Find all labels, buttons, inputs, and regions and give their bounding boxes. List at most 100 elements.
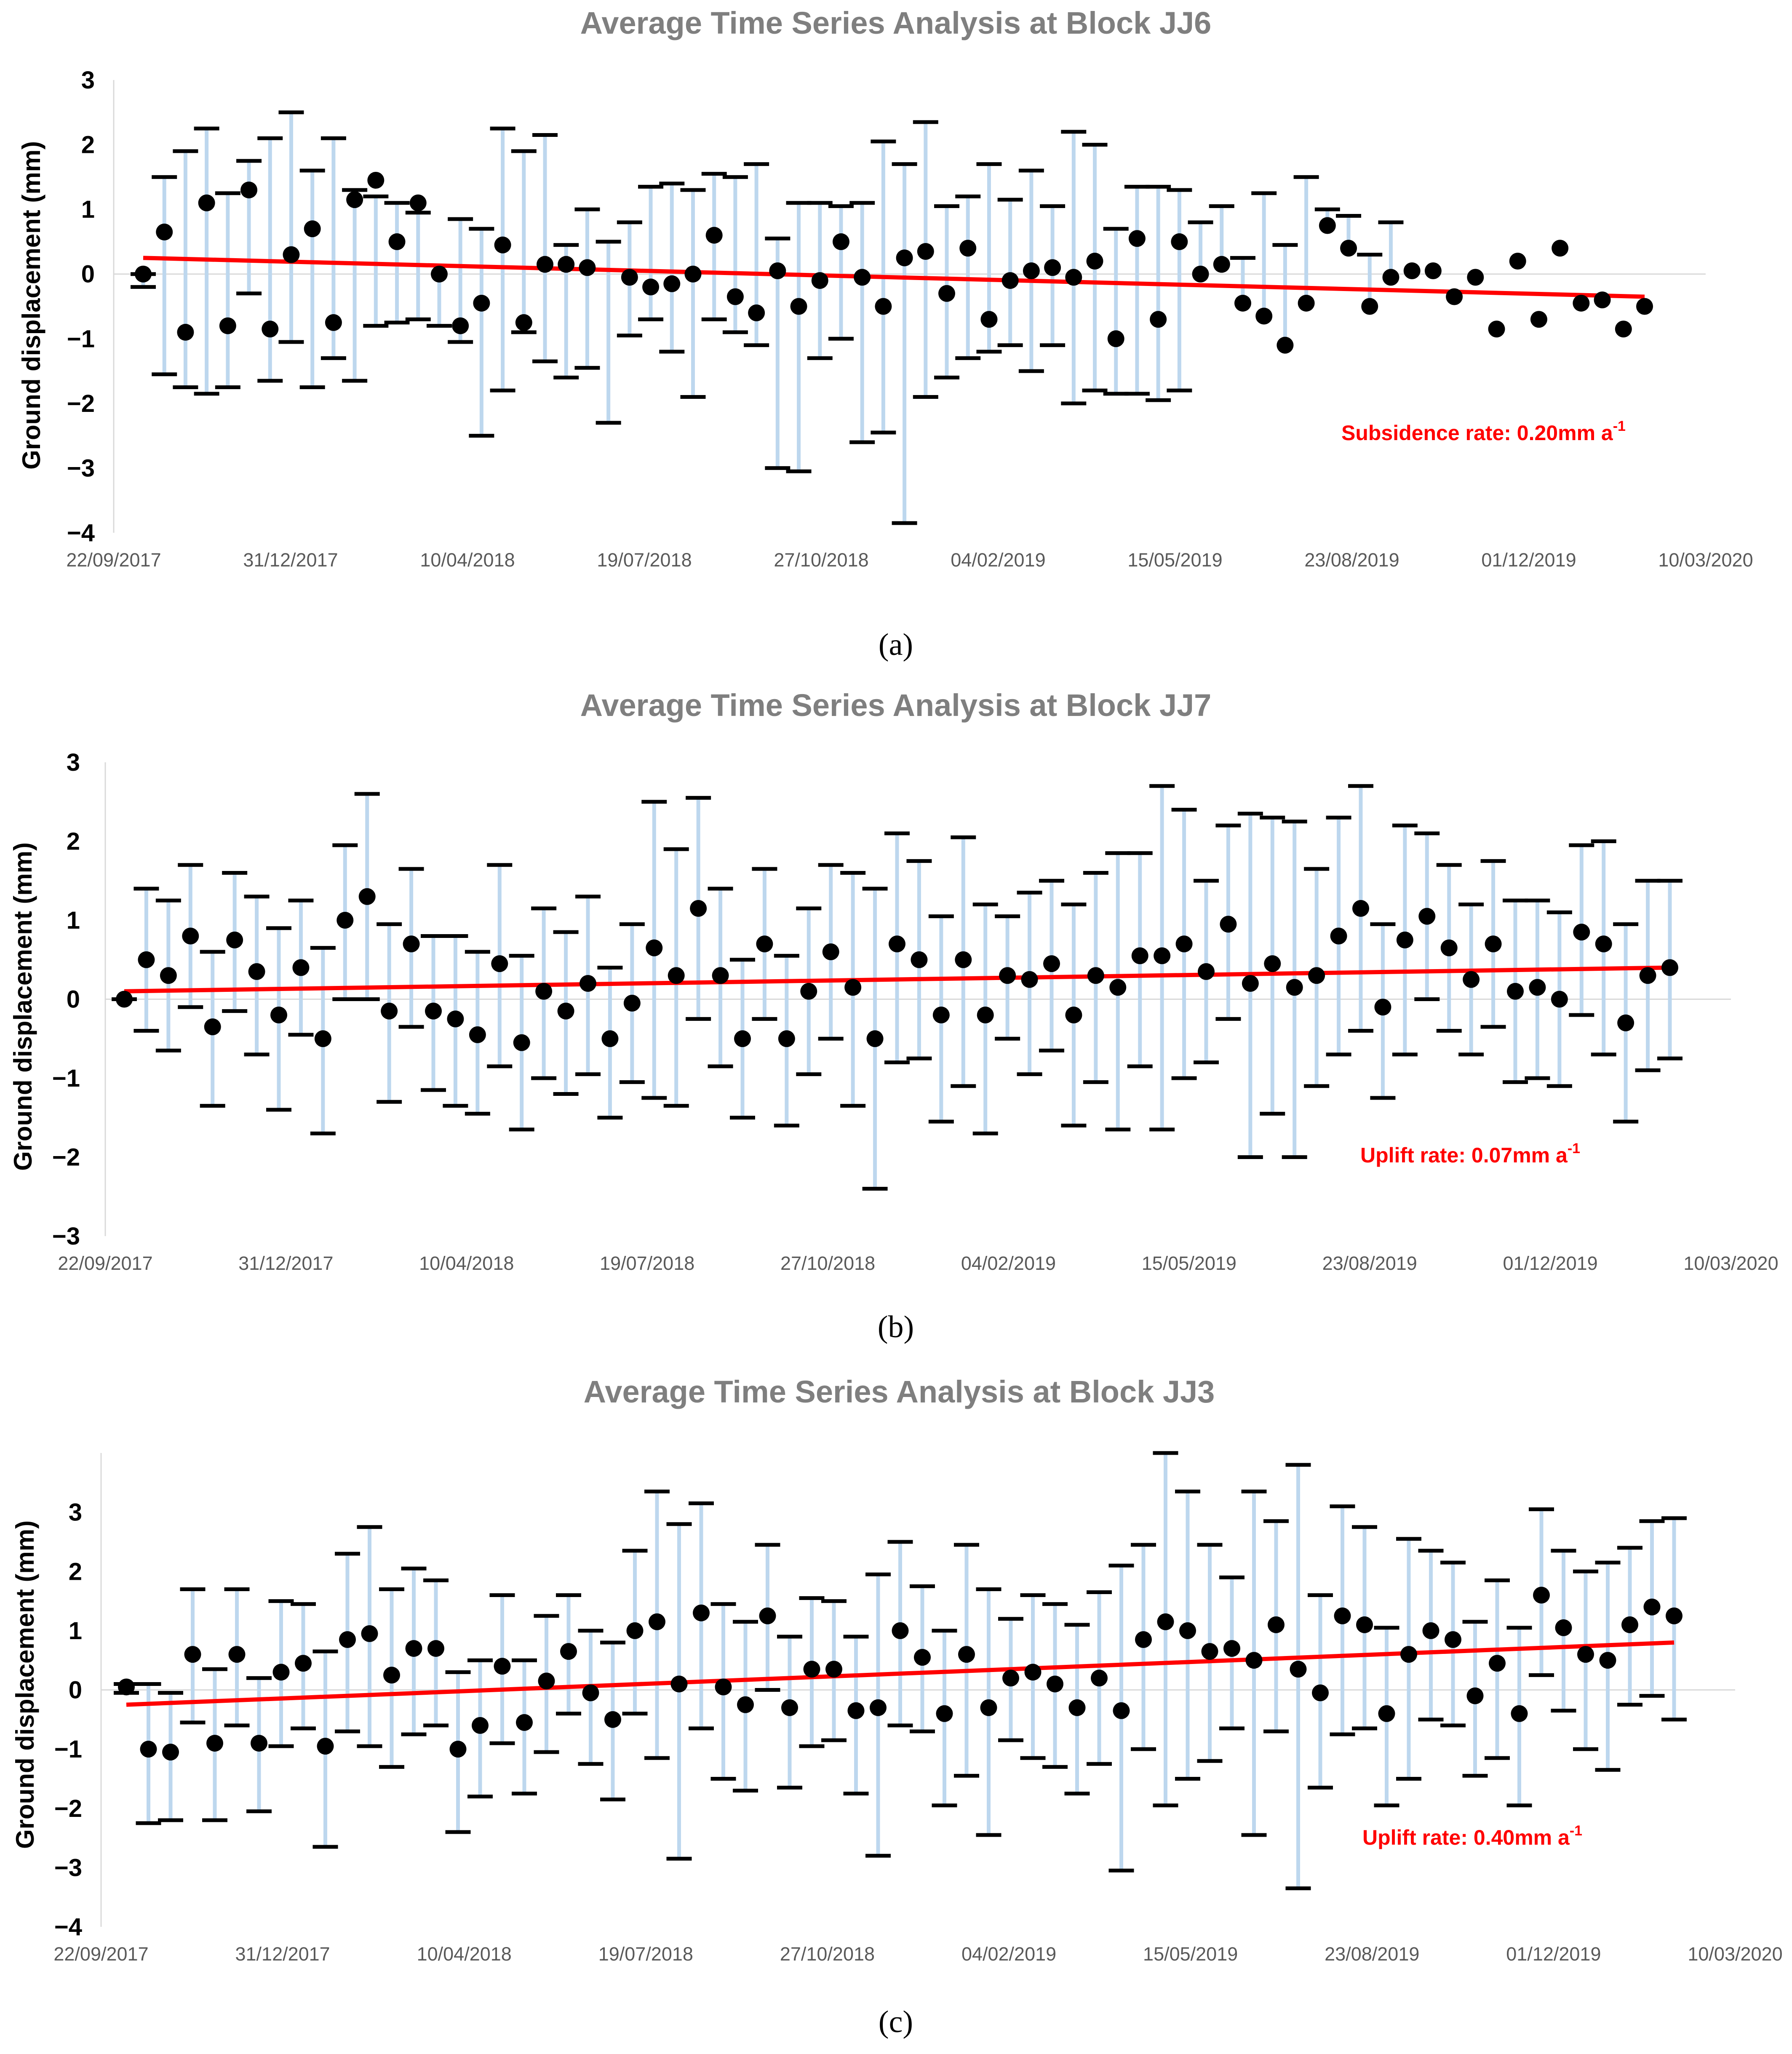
data-point	[1043, 955, 1060, 972]
data-point	[1636, 298, 1653, 315]
data-point	[1308, 967, 1325, 984]
data-point	[515, 314, 532, 331]
data-point	[1154, 947, 1171, 964]
data-point	[958, 1646, 975, 1663]
data-point	[560, 1643, 577, 1660]
data-point	[1023, 262, 1040, 280]
data-point	[889, 935, 905, 953]
data-point	[896, 249, 913, 267]
y-tick-label: 0	[67, 986, 80, 1013]
data-point	[684, 265, 702, 283]
data-point	[1466, 1687, 1484, 1704]
data-point	[182, 927, 199, 945]
data-point	[1068, 1699, 1086, 1716]
data-point	[272, 1664, 290, 1681]
y-tick-label: −4	[54, 1913, 82, 1941]
data-point	[1424, 262, 1442, 280]
data-point	[1087, 967, 1104, 984]
data-point	[409, 194, 427, 211]
x-tick-label: 19/07/2018	[600, 1253, 694, 1274]
data-point	[1234, 294, 1251, 312]
y-tick-label: 3	[69, 1499, 82, 1526]
data-point	[1242, 975, 1259, 992]
data-point	[383, 1667, 400, 1684]
data-point	[1086, 253, 1103, 270]
data-point	[228, 1646, 246, 1663]
data-point	[473, 294, 490, 312]
data-point	[325, 314, 342, 331]
data-point	[844, 979, 862, 996]
data-point	[712, 967, 729, 984]
x-tick-label: 15/05/2019	[1143, 1943, 1238, 1965]
data-point	[1171, 233, 1188, 250]
data-point	[1400, 1646, 1417, 1663]
data-point	[1463, 971, 1480, 988]
data-point	[936, 1705, 953, 1722]
data-point	[580, 975, 596, 992]
data-point	[579, 259, 596, 276]
data-point	[1268, 1616, 1285, 1633]
data-point	[317, 1738, 334, 1755]
data-point	[1255, 307, 1273, 325]
data-point	[427, 1640, 444, 1657]
data-point	[1223, 1640, 1240, 1657]
data-point	[1509, 253, 1526, 270]
data-point	[1396, 931, 1413, 948]
data-point	[822, 943, 839, 960]
data-point	[1334, 1607, 1351, 1624]
y-tick-label: 3	[67, 749, 80, 776]
data-point	[670, 1675, 688, 1693]
data-point	[663, 275, 681, 292]
data-point	[621, 269, 638, 286]
data-point	[854, 269, 871, 286]
data-point	[116, 991, 133, 1008]
y-tick-label: 3	[81, 67, 95, 94]
data-point	[430, 265, 448, 283]
data-point	[283, 246, 300, 263]
data-point	[737, 1696, 754, 1713]
x-tick-label: 22/09/2017	[58, 1253, 152, 1274]
data-point	[626, 1622, 644, 1639]
data-point	[1319, 217, 1336, 234]
data-point	[381, 1002, 398, 1020]
data-point	[649, 1613, 665, 1630]
data-point	[251, 1735, 267, 1752]
chart-panel-b: Average Time Series Analysis at Block JJ…	[0, 682, 1792, 1369]
data-point	[1446, 288, 1463, 305]
data-point	[1213, 256, 1230, 273]
data-point	[295, 1655, 312, 1672]
data-point	[769, 262, 786, 280]
data-point	[314, 1030, 331, 1047]
x-tick-label: 23/08/2019	[1325, 1943, 1419, 1965]
data-point	[337, 912, 354, 929]
trend-line	[143, 256, 1645, 299]
data-point	[270, 1007, 287, 1023]
data-point	[160, 967, 177, 984]
data-point	[1264, 955, 1281, 972]
y-tick-label: −3	[52, 1223, 80, 1250]
data-point	[1530, 311, 1547, 328]
data-point	[1352, 900, 1369, 917]
data-point	[388, 233, 406, 250]
data-point	[892, 1622, 909, 1639]
data-point	[1024, 1664, 1042, 1681]
x-tick-label: 22/09/2017	[53, 1943, 148, 1965]
data-point	[177, 323, 194, 341]
data-point	[917, 243, 934, 260]
data-point	[1201, 1643, 1218, 1660]
data-point	[140, 1741, 157, 1758]
chart-a-svg: Average Time Series Analysis at Block JJ…	[17, 5, 1753, 662]
data-point	[977, 1007, 994, 1023]
data-point	[1661, 959, 1678, 976]
data-point	[1312, 1684, 1329, 1701]
data-point	[1065, 269, 1082, 286]
data-point	[1555, 1619, 1572, 1636]
data-point	[646, 939, 663, 956]
data-point	[135, 265, 152, 283]
x-tick-label: 10/03/2020	[1683, 1253, 1778, 1274]
x-tick-label: 10/04/2018	[419, 1253, 514, 1274]
data-point	[1615, 321, 1632, 338]
x-tick-label: 27/10/2018	[774, 549, 868, 571]
data-point	[1617, 1014, 1634, 1031]
data-point	[405, 1640, 422, 1657]
